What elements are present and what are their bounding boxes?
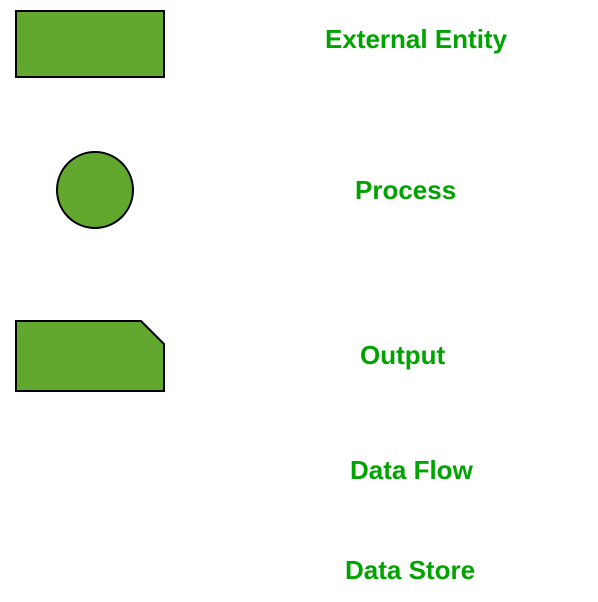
data-flow-label: Data Flow: [350, 455, 473, 486]
external-entity-shape: [15, 10, 165, 78]
external-entity-label: External Entity: [325, 24, 507, 55]
process-label: Process: [355, 175, 456, 206]
output-shape: [15, 320, 165, 392]
data-store-label: Data Store: [345, 555, 475, 586]
process-shape: [55, 150, 135, 230]
output-label: Output: [360, 340, 445, 371]
